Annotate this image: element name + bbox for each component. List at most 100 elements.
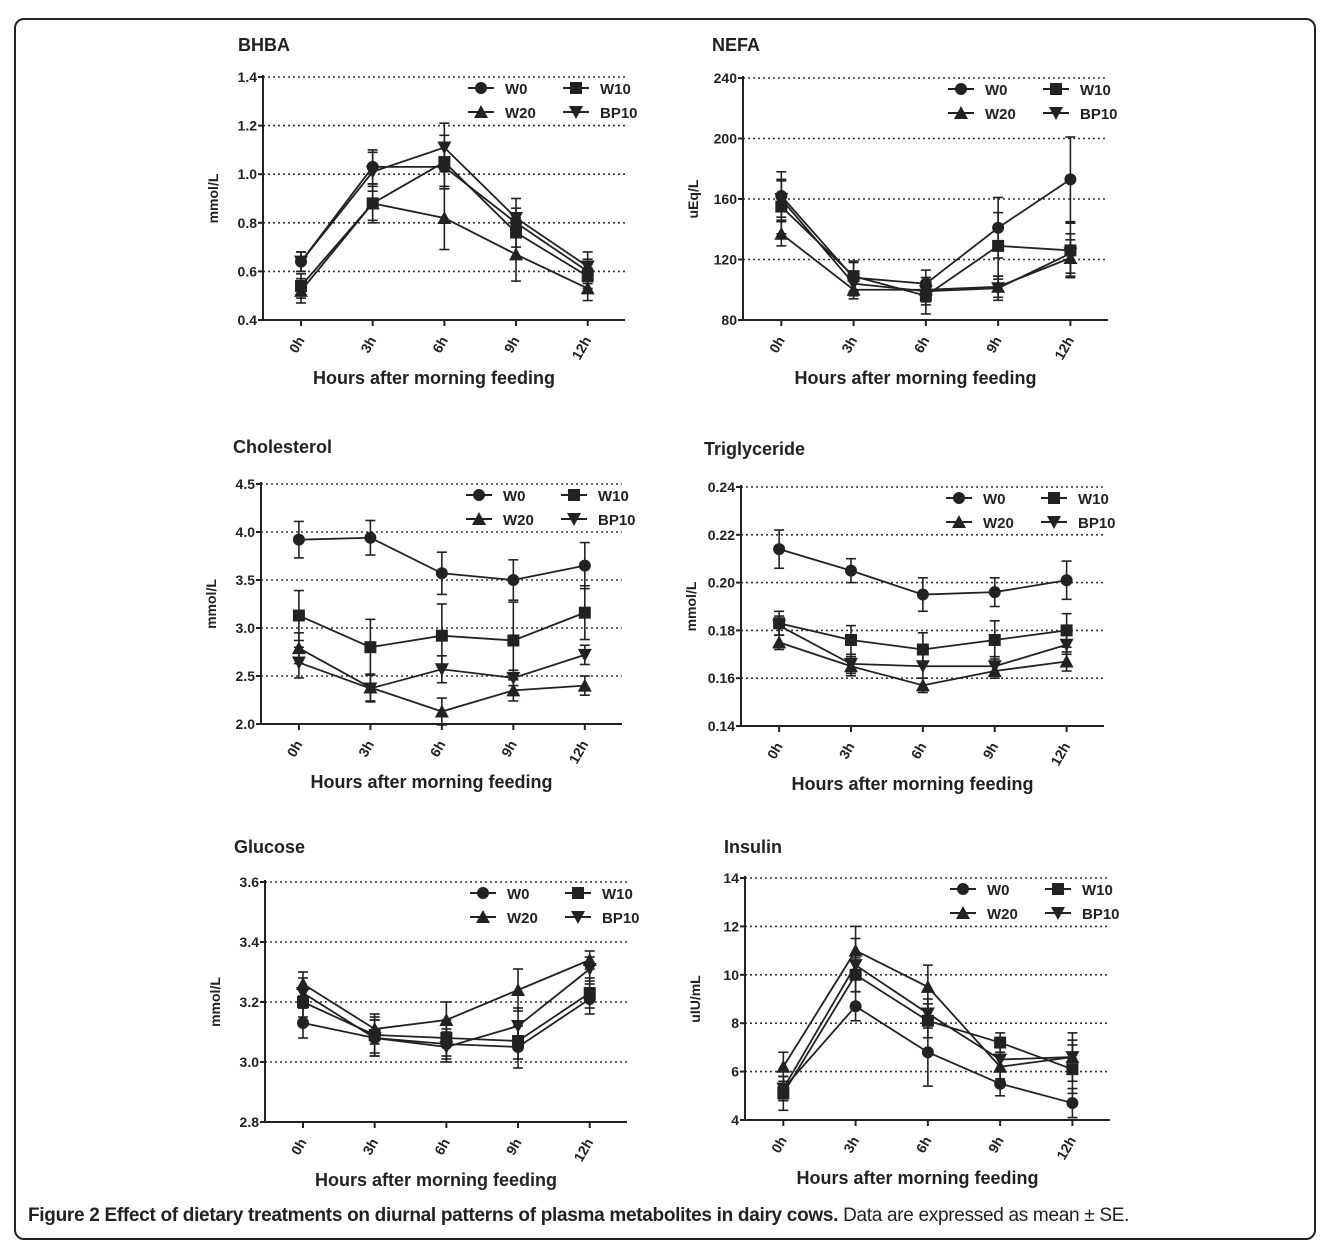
data-point — [988, 633, 1001, 646]
legend-marker — [1048, 492, 1060, 504]
data-point — [511, 1020, 526, 1033]
legend-label: BP10 — [1080, 106, 1118, 123]
legend-label: BP10 — [602, 910, 640, 927]
data-point — [773, 543, 786, 556]
legend: W0 W10 W20 BP10 — [468, 81, 638, 122]
legend-label: W0 — [983, 491, 1006, 508]
legend-marker — [474, 105, 488, 118]
data-point — [364, 641, 377, 654]
y-tick-label: 1.0 — [238, 166, 258, 182]
legend-label: W0 — [985, 82, 1008, 99]
caption-note: Data are expressed as mean ± SE. — [838, 1205, 1130, 1226]
series-bp10 — [772, 615, 1074, 680]
x-axis-label: Hours after morning feeding — [791, 774, 1033, 794]
data-point — [507, 634, 520, 647]
x-tick-label: 6h — [426, 738, 448, 760]
x-tick-label: 0h — [286, 334, 308, 356]
x-tick-label: 6h — [431, 1136, 453, 1158]
y-axis-label: mmol/L — [205, 173, 221, 223]
chart-title: Insulin — [724, 837, 782, 857]
chart-triglyceride: Triglyceride 0.14 0.16 0.18 0.20 0.22 0.24 0h 3h… — [683, 439, 1116, 794]
y-tick-label: 0.16 — [708, 670, 735, 686]
y-tick-label: 0.6 — [238, 263, 258, 279]
y-tick-label: 3.0 — [240, 1054, 260, 1070]
data-point — [511, 983, 526, 996]
legend-marker — [475, 82, 487, 94]
data-point — [921, 1046, 934, 1059]
data-point — [439, 1041, 454, 1054]
series-bp10 — [294, 122, 595, 282]
data-point — [849, 1000, 862, 1013]
legend-label: W10 — [600, 81, 631, 98]
legend-marker — [953, 492, 965, 504]
data-point — [507, 574, 520, 586]
legend: W0 W10 W20 BP10 — [948, 82, 1118, 123]
data-point — [987, 660, 1002, 674]
x-axis-label: Hours after morning feeding — [794, 368, 1036, 388]
legend-label: W20 — [503, 512, 534, 529]
legend-marker — [570, 82, 582, 94]
data-point — [435, 567, 448, 580]
chart-title: NEFA — [712, 35, 760, 55]
x-tick-label: 0h — [768, 1134, 790, 1156]
x-axis-label: Hours after morning feeding — [313, 368, 555, 388]
data-point — [1066, 1097, 1079, 1110]
legend: W0 W10 W20 BP10 — [466, 488, 636, 529]
legend-marker — [956, 906, 970, 919]
y-tick-label: 2.8 — [240, 1114, 260, 1130]
legend-marker — [567, 513, 581, 526]
y-tick-label: 3.2 — [240, 994, 260, 1010]
data-point — [988, 586, 1001, 599]
series-bp10 — [776, 937, 1080, 1102]
data-point — [580, 281, 595, 295]
legend-label: W10 — [602, 886, 633, 903]
x-axis-label: Hours after morning feeding — [310, 772, 552, 792]
data-point — [774, 226, 789, 240]
data-point — [294, 255, 309, 269]
data-point — [774, 193, 789, 206]
y-tick-label: 2.0 — [236, 716, 256, 732]
data-point — [435, 629, 448, 642]
x-tick-label: 6h — [910, 334, 932, 356]
chart-title: Cholesterol — [233, 437, 332, 457]
legend-label: W20 — [983, 515, 1014, 532]
chart-title: Glucose — [234, 837, 305, 857]
legend-marker — [954, 106, 968, 119]
y-axis-label: mmol/L — [207, 977, 223, 1027]
data-point — [582, 963, 597, 976]
y-tick-label: 3.5 — [236, 572, 256, 588]
data-point — [846, 277, 861, 291]
x-tick-label: 9h — [498, 738, 520, 760]
data-point — [291, 656, 306, 670]
y-axis-label: mmol/L — [683, 581, 699, 631]
data-point — [1059, 654, 1074, 668]
legend-label: W0 — [503, 488, 526, 505]
legend-label: W0 — [507, 886, 530, 903]
data-point — [580, 260, 595, 274]
y-tick-label: 0.18 — [708, 622, 735, 638]
legend-marker — [952, 515, 966, 528]
legend-marker — [1047, 516, 1061, 529]
chart-glucose: Glucose 2.8 3.0 3.2 3.4 3.6 0h 3h 6h 9h 12h Hours a… — [207, 837, 640, 1190]
data-point — [506, 671, 521, 685]
series-bp10 — [291, 644, 592, 703]
y-axis-label: uEq/L — [685, 179, 701, 218]
data-point — [583, 987, 596, 999]
legend-label: W10 — [1082, 882, 1113, 899]
legend-marker — [569, 106, 583, 119]
data-point — [918, 285, 933, 299]
series-w10 — [292, 584, 591, 680]
y-tick-label: 8 — [731, 1015, 739, 1031]
data-point — [577, 678, 592, 692]
data-point — [578, 606, 591, 619]
x-tick-label: 9h — [503, 1136, 525, 1158]
x-tick-label: 12h — [565, 738, 591, 767]
data-point — [294, 283, 309, 297]
y-tick-label: 120 — [714, 252, 738, 268]
y-tick-label: 0.24 — [708, 479, 735, 495]
data-point — [509, 211, 524, 225]
y-tick-label: 80 — [721, 312, 737, 328]
legend-label: W20 — [505, 105, 536, 122]
x-tick-label: 9h — [985, 1134, 1007, 1156]
